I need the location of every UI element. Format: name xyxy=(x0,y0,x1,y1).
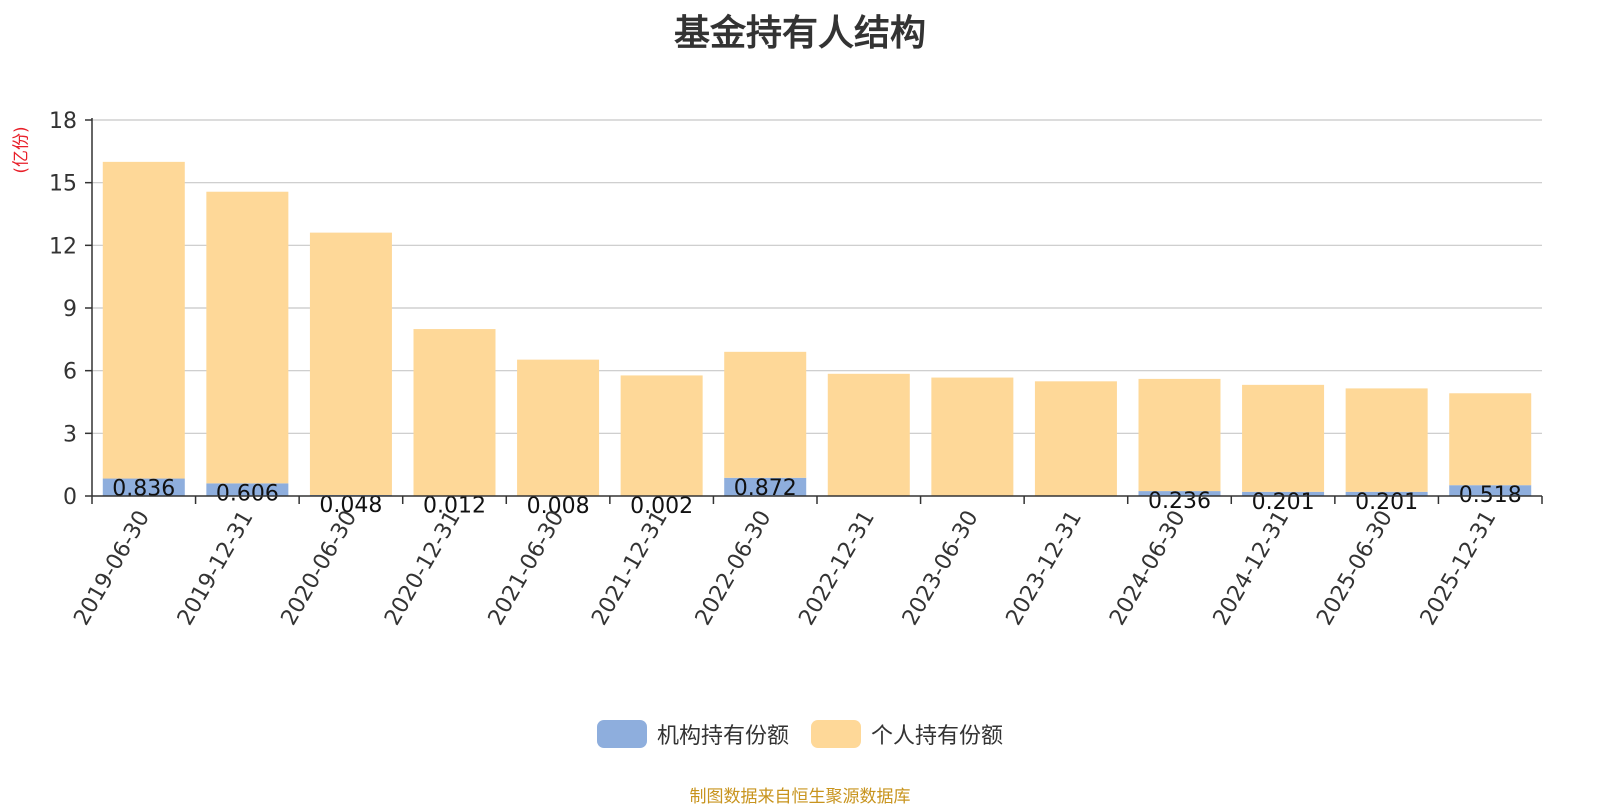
data-label-institutional: 0.201 xyxy=(1355,490,1418,515)
x-tick-label: 2020-06-30 xyxy=(277,507,363,630)
x-tick-label: 2023-06-30 xyxy=(898,507,984,630)
bar-individual xyxy=(310,233,392,495)
bar-individual xyxy=(103,162,185,479)
y-tick-label: 3 xyxy=(63,422,77,447)
x-tick-label: 2025-06-30 xyxy=(1312,507,1398,630)
data-label-institutional: 0.606 xyxy=(216,481,279,506)
bar-individual xyxy=(828,374,910,496)
bars xyxy=(103,162,1531,496)
bar-individual xyxy=(1242,385,1324,492)
x-tick-label: 2022-06-30 xyxy=(691,507,777,630)
y-tick-label: 12 xyxy=(49,234,77,259)
x-tick-label: 2025-12-31 xyxy=(1416,507,1502,630)
legend-label-individual: 个人持有份额 xyxy=(871,718,1003,750)
legend-swatch-individual xyxy=(811,720,861,748)
y-tick-label: 18 xyxy=(49,109,77,134)
x-tick-label: 2021-06-30 xyxy=(484,507,570,630)
x-tick-label: 2019-06-30 xyxy=(69,507,155,630)
data-source-note: 制图数据来自恒生聚源数据库 xyxy=(0,782,1600,807)
x-tick-label: 2024-12-31 xyxy=(1209,507,1295,630)
y-tick-label: 6 xyxy=(63,360,77,385)
bar-individual xyxy=(206,192,288,484)
legend-swatch-institutional xyxy=(597,720,647,748)
legend-item-individual[interactable]: 个人持有份额 xyxy=(811,718,1003,750)
x-tick-label: 2022-12-31 xyxy=(794,507,880,630)
bar-individual xyxy=(931,378,1013,496)
data-label-institutional: 0.836 xyxy=(112,477,175,502)
bar-individual xyxy=(1449,393,1531,485)
x-tick-label: 2019-12-31 xyxy=(173,507,259,630)
y-tick-label: 9 xyxy=(63,297,77,322)
x-tick-label: 2023-12-31 xyxy=(1002,507,1088,630)
legend-item-institutional[interactable]: 机构持有份额 xyxy=(597,718,789,750)
y-tick-label: 0 xyxy=(63,485,77,510)
bar-individual xyxy=(724,352,806,478)
x-tick-label: 2024-06-30 xyxy=(1105,507,1191,630)
data-label-institutional: 0.201 xyxy=(1252,490,1315,515)
grid-lines xyxy=(92,120,1542,433)
y-tick-label: 15 xyxy=(49,172,77,197)
bar-individual xyxy=(1139,379,1221,491)
data-label-institutional: 0.872 xyxy=(734,476,797,501)
x-tick-label: 2020-12-31 xyxy=(380,507,466,630)
bar-individual xyxy=(414,329,496,496)
legend: 机构持有份额 个人持有份额 xyxy=(0,718,1600,750)
bar-individual xyxy=(1035,381,1117,496)
bar-individual xyxy=(621,375,703,496)
x-tick-label: 2021-12-31 xyxy=(587,507,673,630)
bar-individual xyxy=(1346,388,1428,491)
data-label-institutional: 0.236 xyxy=(1148,489,1211,514)
legend-label-institutional: 机构持有份额 xyxy=(657,718,789,750)
bar-individual xyxy=(517,360,599,496)
